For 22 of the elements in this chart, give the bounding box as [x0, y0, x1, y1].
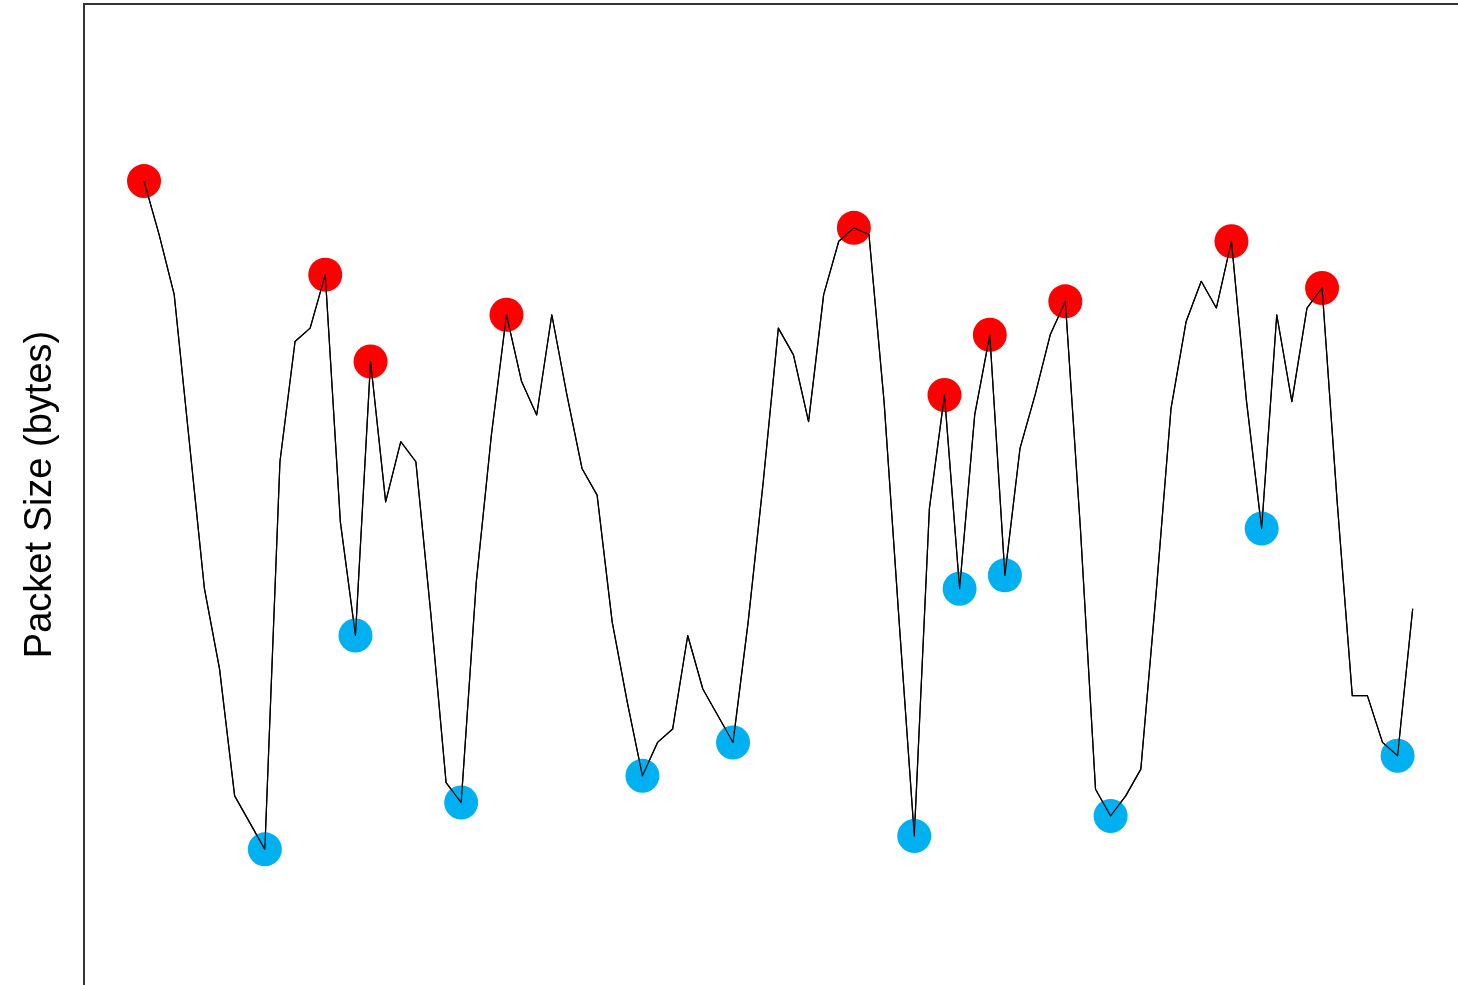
point: [927, 377, 962, 412]
point: [972, 317, 1007, 352]
point: [942, 571, 977, 606]
point: [1093, 798, 1128, 833]
point: [127, 164, 162, 199]
point: [625, 758, 660, 793]
point: [1048, 284, 1083, 319]
point: [353, 344, 388, 379]
point: [836, 210, 871, 245]
point: [338, 618, 373, 653]
point: [716, 725, 751, 760]
point: [308, 257, 343, 292]
point: [1244, 511, 1279, 546]
point: [897, 818, 932, 853]
point: [247, 832, 282, 867]
point: [1305, 271, 1340, 306]
point: [1214, 224, 1249, 259]
point: [489, 297, 524, 332]
point: [1380, 738, 1415, 773]
y-axis-title: Packet Size (bytes): [17, 330, 60, 659]
point: [987, 558, 1022, 593]
point: [444, 785, 479, 820]
